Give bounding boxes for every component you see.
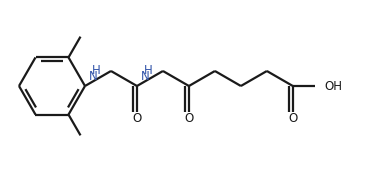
Text: O: O bbox=[132, 113, 142, 126]
Text: N: N bbox=[141, 70, 149, 83]
Text: H: H bbox=[144, 64, 152, 77]
Text: H: H bbox=[92, 64, 100, 77]
Text: O: O bbox=[288, 113, 297, 126]
Text: OH: OH bbox=[325, 80, 343, 93]
Text: O: O bbox=[184, 113, 194, 126]
Text: N: N bbox=[89, 70, 98, 83]
